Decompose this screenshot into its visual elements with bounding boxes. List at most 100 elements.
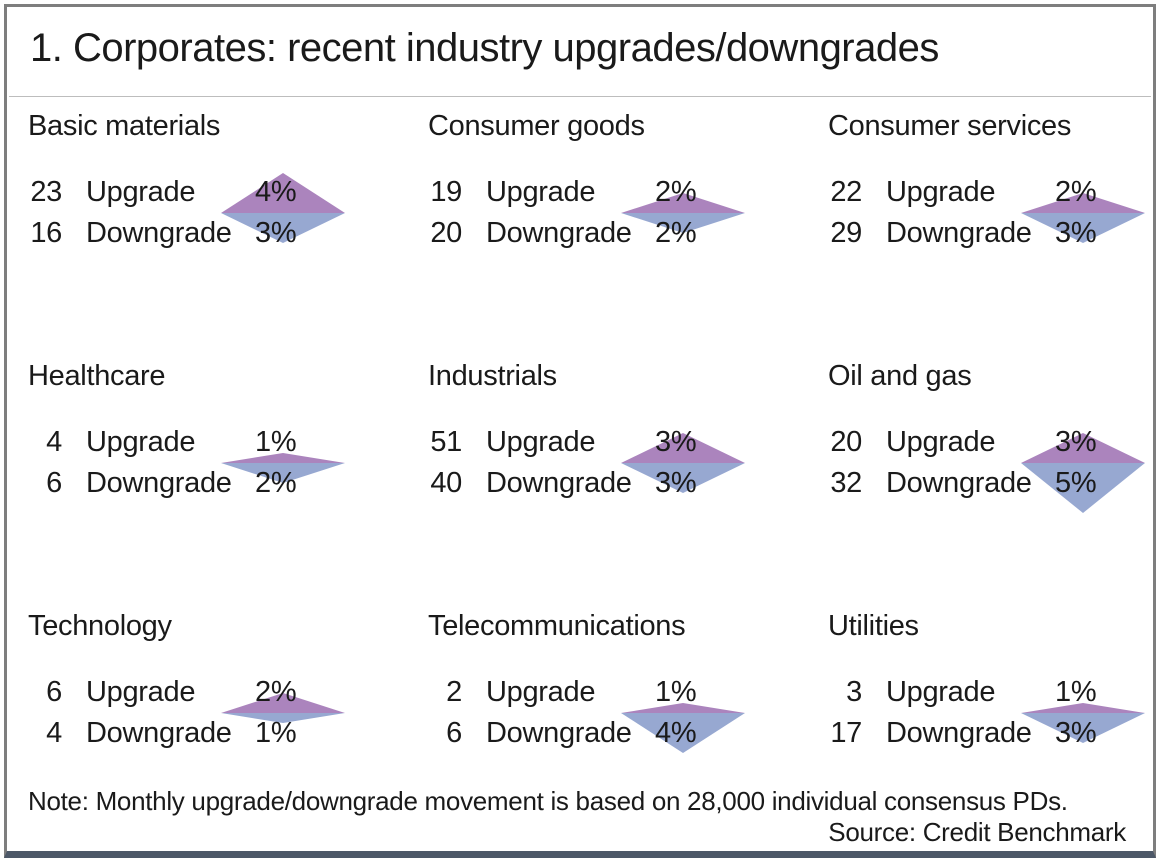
upgrade-label: Upgrade (486, 426, 596, 458)
diamond-chart (221, 693, 345, 723)
upgrade-row: 6 Upgrade 2% (28, 672, 388, 713)
upgrade-pct: 3% (655, 426, 697, 458)
upgrade-count: 3 (846, 676, 862, 708)
upgrade-pct: 4% (255, 176, 297, 208)
sector-panel: Consumer goods 19 Upgrade 2% 20 Downgrad… (428, 110, 828, 360)
upgrade-row: 2 Upgrade 1% (428, 672, 788, 713)
upgrade-count: 19 (430, 176, 462, 208)
downgrade-label: Downgrade (486, 717, 632, 749)
upgrade-pct: 2% (655, 176, 697, 208)
upgrade-count: 51 (430, 426, 462, 458)
upgrade-label: Upgrade (86, 426, 196, 458)
upgrade-count: 22 (830, 176, 862, 208)
chart-title: 1. Corporates: recent industry upgrades/… (30, 26, 939, 70)
downgrade-count: 6 (446, 717, 462, 749)
downgrade-count: 4 (46, 717, 62, 749)
upgrade-pct: 1% (1055, 676, 1097, 708)
footnote: Note: Monthly upgrade/downgrade movement… (28, 786, 1068, 816)
sector-panel: Utilities 3 Upgrade 1% 17 Downgrade 3% (828, 610, 1145, 860)
sector-grid: Basic materials 23 Upgrade 4% 16 Downgra… (28, 110, 1145, 860)
downgrade-pct: 3% (1055, 217, 1097, 249)
upgrade-row: 22 Upgrade 2% (828, 172, 1160, 213)
upgrade-label: Upgrade (486, 176, 596, 208)
upgrade-row: 3 Upgrade 1% (828, 672, 1160, 713)
downgrade-count: 32 (830, 467, 862, 499)
downgrade-triangle (221, 463, 345, 483)
downgrade-pct: 3% (255, 217, 297, 249)
upgrade-label: Upgrade (86, 676, 196, 708)
upgrade-triangle (621, 703, 745, 713)
upgrade-row: 20 Upgrade 3% (828, 422, 1160, 463)
sector-panel: Consumer services 22 Upgrade 2% 29 Downg… (828, 110, 1145, 360)
downgrade-pct: 2% (655, 217, 697, 249)
downgrade-pct: 3% (1055, 717, 1097, 749)
upgrade-pct: 1% (655, 676, 697, 708)
downgrade-triangle (621, 713, 745, 753)
sector-rows: 20 Upgrade 3% 32 Downgrade 5% (828, 422, 1160, 513)
diamond-chart (1021, 703, 1145, 743)
downgrade-count: 17 (830, 717, 862, 749)
downgrade-label: Downgrade (886, 717, 1032, 749)
diamond-chart (221, 173, 345, 243)
upgrade-row: 19 Upgrade 2% (428, 172, 788, 213)
sector-panel: Telecommunications 2 Upgrade 1% 6 Downgr… (428, 610, 828, 860)
sector-title: Oil and gas (828, 360, 972, 392)
downgrade-pct: 2% (255, 467, 297, 499)
upgrade-row: 51 Upgrade 3% (428, 422, 788, 463)
upgrade-label: Upgrade (886, 676, 996, 708)
downgrade-label: Downgrade (486, 467, 632, 499)
sector-rows: 4 Upgrade 1% 6 Downgrade 2% (28, 422, 388, 504)
downgrade-count: 16 (30, 217, 62, 249)
sector-title: Telecommunications (428, 610, 686, 642)
downgrade-row: 6 Downgrade 2% (28, 463, 388, 504)
sector-rows: 22 Upgrade 2% 29 Downgrade 3% (828, 172, 1160, 254)
title-divider (9, 96, 1151, 97)
upgrade-row: 23 Upgrade 4% (28, 172, 388, 213)
sector-title: Technology (28, 610, 172, 642)
diamond-chart (1021, 433, 1145, 513)
diamond-chart (621, 703, 745, 753)
downgrade-triangle (1021, 713, 1145, 743)
sector-rows: 3 Upgrade 1% 17 Downgrade 3% (828, 672, 1160, 754)
upgrade-triangle (1021, 193, 1145, 213)
sector-title: Utilities (828, 610, 919, 642)
downgrade-triangle (1021, 213, 1145, 243)
upgrade-count: 23 (30, 176, 62, 208)
downgrade-triangle (221, 713, 345, 723)
sector-panel: Oil and gas 20 Upgrade 3% 32 Downgrade 5… (828, 360, 1145, 610)
downgrade-label: Downgrade (86, 717, 232, 749)
sector-rows: 6 Upgrade 2% 4 Downgrade 1% (28, 672, 388, 754)
diamond-chart (221, 453, 345, 483)
downgrade-triangle (621, 463, 745, 493)
upgrade-label: Upgrade (886, 426, 996, 458)
downgrade-row: 16 Downgrade 3% (28, 213, 388, 254)
downgrade-label: Downgrade (86, 217, 232, 249)
sector-title: Consumer goods (428, 110, 645, 142)
downgrade-row: 32 Downgrade 5% (828, 463, 1160, 504)
downgrade-row: 6 Downgrade 4% (428, 713, 788, 754)
upgrade-triangle (221, 693, 345, 713)
downgrade-row: 17 Downgrade 3% (828, 713, 1160, 754)
downgrade-pct: 4% (655, 717, 697, 749)
upgrade-triangle (221, 453, 345, 463)
diamond-chart (1021, 193, 1145, 243)
diamond-chart (621, 433, 745, 493)
upgrade-row: 4 Upgrade 1% (28, 422, 388, 463)
sector-rows: 2 Upgrade 1% 6 Downgrade 4% (428, 672, 788, 754)
downgrade-pct: 3% (655, 467, 697, 499)
downgrade-count: 20 (430, 217, 462, 249)
upgrade-label: Upgrade (886, 176, 996, 208)
sector-title: Industrials (428, 360, 557, 392)
sector-panel: Basic materials 23 Upgrade 4% 16 Downgra… (28, 110, 428, 360)
upgrade-triangle (621, 193, 745, 213)
downgrade-label: Downgrade (486, 217, 632, 249)
sector-panel: Healthcare 4 Upgrade 1% 6 Downgrade 2% (28, 360, 428, 610)
downgrade-pct: 1% (255, 717, 297, 749)
downgrade-triangle (621, 213, 745, 233)
upgrade-pct: 2% (255, 676, 297, 708)
upgrade-count: 4 (46, 426, 62, 458)
downgrade-triangle (1021, 463, 1145, 513)
downgrade-row: 20 Downgrade 2% (428, 213, 788, 254)
downgrade-row: 29 Downgrade 3% (828, 213, 1160, 254)
sector-panel: Technology 6 Upgrade 2% 4 Downgrade 1% (28, 610, 428, 860)
